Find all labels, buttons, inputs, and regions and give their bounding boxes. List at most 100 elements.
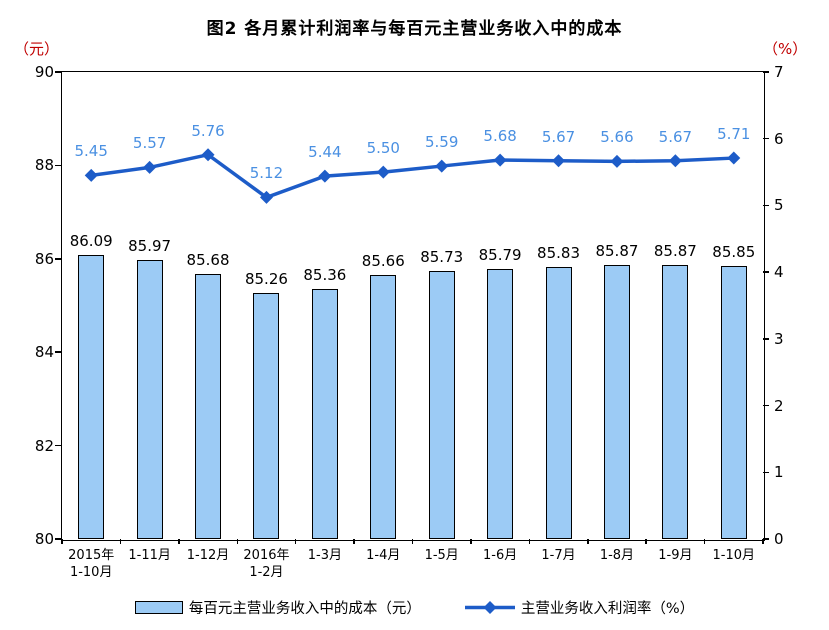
right-axis-tick-label: 3 xyxy=(774,329,784,348)
bar-value-label: 85.87 xyxy=(653,241,697,260)
x-axis-tick-mark xyxy=(703,539,706,544)
line-value-label: 5.76 xyxy=(191,121,225,140)
left-axis-tick-label: 90 xyxy=(34,63,54,81)
line-point-marker xyxy=(493,153,507,167)
x-axis-tick-mark xyxy=(645,539,647,544)
bar-value-label: 85.85 xyxy=(712,242,756,261)
x-axis-label: 1-3月 xyxy=(307,548,342,563)
right-axis-tick-label: 0 xyxy=(774,530,784,548)
bar-value-label: 86.09 xyxy=(69,231,113,250)
bar xyxy=(720,265,747,539)
right-axis-tick-mark xyxy=(763,137,769,140)
legend-label-profit: 主营业务收入利润率（%） xyxy=(520,601,695,617)
bar xyxy=(253,293,280,539)
x-axis-label: 1-7月 xyxy=(541,548,576,563)
line-value-label: 5.67 xyxy=(658,127,693,146)
legend-label-cost: 每百元主营业务收入中的成本（元） xyxy=(188,601,421,617)
x-axis-tick-mark xyxy=(528,539,531,544)
left-axis-tick-label: 86 xyxy=(34,249,54,268)
right-axis-tick-mark xyxy=(763,404,769,407)
x-axis-label: 1-10月 xyxy=(712,548,756,563)
x-axis-tick-mark xyxy=(411,539,414,544)
left-axis-tick-label: 88 xyxy=(34,156,54,175)
bar xyxy=(311,288,338,539)
line-point-marker xyxy=(610,154,624,168)
x-axis-tick-mark xyxy=(178,539,180,544)
line-value-label: 5.45 xyxy=(74,142,108,161)
x-axis-tick-mark xyxy=(236,539,238,544)
left-axis-tick-label: 80 xyxy=(34,530,54,548)
line-point-marker xyxy=(84,168,98,182)
line-value-label: 5.66 xyxy=(600,128,634,147)
left-axis-tick-label: 84 xyxy=(34,343,54,362)
x-axis-tick-mark xyxy=(61,539,63,544)
x-axis-tick-mark xyxy=(294,539,297,544)
bar xyxy=(603,264,630,539)
x-axis-label: 2015年 1-10月 xyxy=(68,548,115,580)
x-axis-label: 1-8月 xyxy=(599,548,635,563)
left-axis-tick-mark xyxy=(55,538,61,540)
line-value-label: 5.12 xyxy=(249,164,284,183)
bar-value-label: 85.83 xyxy=(537,243,580,262)
x-axis-label: 1-9月 xyxy=(658,548,693,563)
x-axis-tick-mark xyxy=(119,539,122,544)
line-value-label: 5.71 xyxy=(717,125,751,144)
right-axis-tick-mark xyxy=(763,71,769,73)
bar xyxy=(545,266,572,539)
x-axis-label: 1-4月 xyxy=(366,548,401,563)
right-axis-tick-mark xyxy=(763,538,769,540)
right-axis-tick-mark xyxy=(763,471,769,474)
x-axis-tick-mark xyxy=(587,539,589,544)
line-point-marker xyxy=(552,154,566,168)
x-axis-label: 1-12月 xyxy=(186,548,230,563)
line-point-marker xyxy=(259,190,273,204)
line-value-label: 5.68 xyxy=(483,127,517,146)
bar xyxy=(428,271,455,539)
x-axis-label: 1-6月 xyxy=(483,548,518,563)
x-axis-label: 1-5月 xyxy=(424,548,459,563)
bar-value-label: 85.79 xyxy=(478,245,522,264)
left-axis-tick-mark xyxy=(55,164,61,167)
legend-item-profit-line: 主营业务收入利润率（%） xyxy=(464,597,695,618)
x-axis-tick-mark xyxy=(470,539,472,544)
bar-value-label: 85.73 xyxy=(420,248,464,267)
line-value-label: 5.50 xyxy=(366,139,400,158)
line-point-marker xyxy=(435,159,449,173)
left-axis-tick-label: 82 xyxy=(34,436,54,455)
legend: 每百元主营业务收入中的成本（元） 主营业务收入利润率（%） xyxy=(0,597,829,618)
bar xyxy=(370,274,397,539)
bar xyxy=(136,260,163,539)
bar-value-label: 85.26 xyxy=(244,270,288,289)
line-point-marker xyxy=(143,160,157,174)
right-axis-tick-label: 1 xyxy=(774,463,784,482)
bar xyxy=(662,264,689,539)
line-value-label: 5.44 xyxy=(308,143,342,162)
left-axis-tick-mark xyxy=(55,71,61,73)
line-point-marker xyxy=(376,165,390,179)
line-point-marker xyxy=(727,151,741,165)
chart-title: 图2 各月累计利润率与每百元主营业务收入中的成本 xyxy=(206,19,623,39)
left-axis-unit: （元） xyxy=(14,40,60,58)
x-axis-tick-mark xyxy=(762,539,764,544)
line-value-label: 5.57 xyxy=(132,134,167,153)
bar-legend-swatch-icon xyxy=(134,601,183,614)
bar xyxy=(78,254,105,539)
plot-area xyxy=(61,71,765,541)
bar-value-label: 85.97 xyxy=(128,237,172,256)
right-axis-tick-mark xyxy=(763,338,769,340)
line-point-marker xyxy=(318,169,332,183)
bar-value-label: 85.87 xyxy=(595,241,639,260)
right-axis-unit: （%） xyxy=(763,40,808,58)
legend-item-cost-bar: 每百元主营业务收入中的成本（元） xyxy=(134,597,421,618)
bar xyxy=(487,268,514,539)
right-axis-tick-mark xyxy=(763,271,769,273)
right-axis-tick-label: 7 xyxy=(774,63,784,81)
line-value-label: 5.67 xyxy=(541,127,576,146)
x-axis-tick-mark xyxy=(353,539,355,544)
bar-value-label: 85.36 xyxy=(303,265,347,284)
left-axis-tick-mark xyxy=(55,444,61,447)
x-axis-label: 2016年 1-2月 xyxy=(243,548,290,580)
bar-value-label: 85.66 xyxy=(361,251,405,270)
left-axis-tick-mark xyxy=(55,351,61,353)
line-value-label: 5.59 xyxy=(425,133,459,152)
